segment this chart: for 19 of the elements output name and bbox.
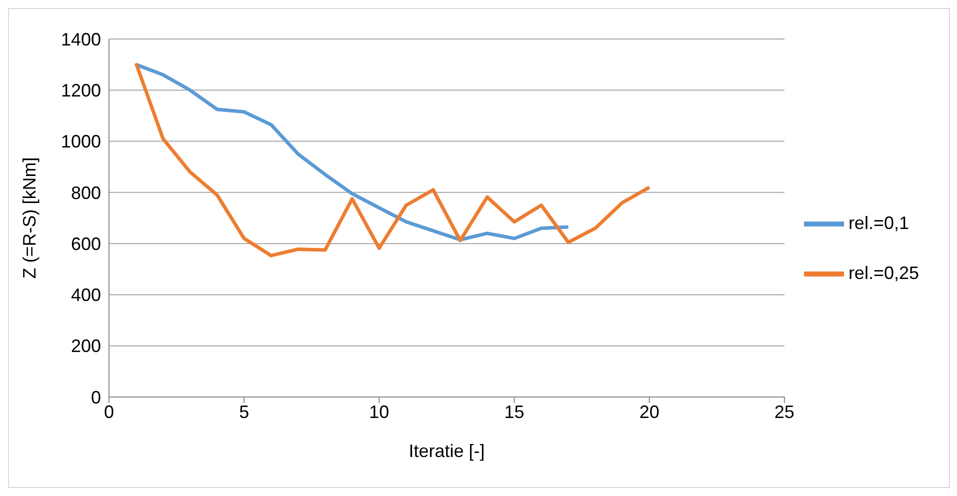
x-tick-label: 5 [239, 402, 250, 422]
y-tick-label: 400 [70, 285, 101, 306]
y-tick-label: 600 [70, 234, 101, 254]
x-tick-label: 25 [774, 402, 794, 422]
y-tick-label: 1400 [60, 29, 101, 50]
y-axis-title: Z (=R-S) [kNm] [19, 157, 40, 279]
y-tick-label: 200 [70, 336, 101, 356]
y-tick-label: 1000 [60, 132, 101, 152]
x-tick-label: 15 [504, 402, 524, 422]
y-tick-label: 1200 [60, 80, 101, 101]
x-tick-label: 0 [104, 402, 114, 422]
x-tick-label: 10 [369, 402, 390, 422]
line-series [134, 62, 652, 258]
y-tick-label: 800 [70, 182, 101, 203]
x-axis-title: Iteratie [-] [408, 441, 485, 461]
y-tick-label: 0 [90, 387, 101, 408]
x-tick-label: 20 [639, 402, 660, 422]
legend-label: rel.=0,1 [848, 213, 909, 233]
legend-label: rel.=0,25 [848, 263, 919, 283]
